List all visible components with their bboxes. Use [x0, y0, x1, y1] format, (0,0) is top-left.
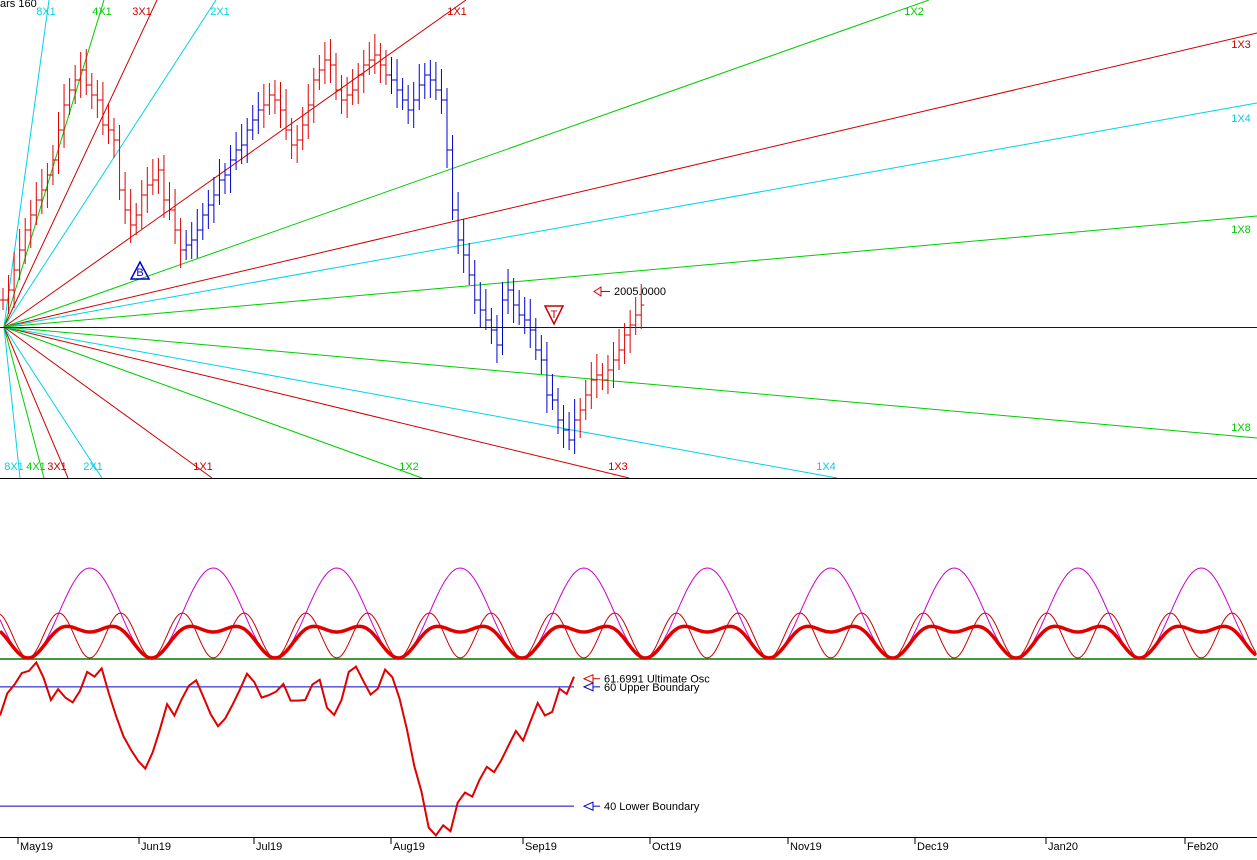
gann-label-upper: 8X1: [36, 6, 56, 18]
gann-angle-line-0: [3, 0, 50, 328]
gann-angle-line-6: [3, 32, 1257, 328]
gann-angle-line-4: [3, 0, 467, 328]
upper-boundary-label-text: 60 Upper Boundary: [604, 682, 700, 694]
x-tick-label: Feb20: [1187, 841, 1218, 853]
gann-angle-line-13: [3, 326, 213, 479]
oscillator-value-label-arrow: [582, 673, 594, 684]
gann-label-lower: 1X3: [608, 461, 628, 473]
gann-label-lower: 2X1: [83, 461, 103, 473]
ultimate-oscillator-line: [0, 660, 575, 837]
cycle-panel: [0, 567, 1257, 660]
gann-angle-line-14: [3, 326, 423, 479]
gann-label-lower: 1X4: [816, 461, 836, 473]
gann-angle-line-11: [3, 326, 69, 479]
gann-angle-line-9: [3, 326, 21, 479]
gann-angle-line-8: [3, 215, 1257, 328]
gann-label-lower: 1X1: [193, 461, 213, 473]
x-tick-label: Jul19: [256, 841, 282, 853]
x-tick-label: Oct19: [652, 841, 681, 853]
x-tick-label: Sep19: [525, 841, 557, 853]
price-bars: [0, 34, 645, 454]
x-tick-label: Dec19: [917, 841, 949, 853]
top-marker-triangle: [543, 305, 565, 326]
gann-angle-line-3: [3, 0, 217, 328]
upper-boundary-label-arrow: [582, 682, 594, 692]
header-fragment: ars 160: [0, 0, 37, 10]
buy-marker: B: [129, 260, 151, 280]
top-marker-label: T: [551, 309, 558, 321]
upper-boundary-label: 60 Upper Boundary: [582, 682, 700, 694]
lower-boundary-label: 40 Lower Boundary: [582, 801, 700, 813]
gann-angle-line-7: [3, 102, 1257, 328]
gann-angle-line-5: [3, 0, 930, 328]
gann-angle-line-1: [3, 0, 105, 328]
gann-label-lower: 4X1: [26, 461, 46, 473]
buy-marker-label: B: [136, 267, 143, 279]
gann-label-lower: 3X1: [47, 461, 67, 473]
cycle-line-composite: [0, 624, 1257, 660]
gann-label-upper: 3X1: [132, 6, 152, 18]
oscillator-value-label: 61.6991 Ultimate Osc: [582, 673, 710, 686]
gann-angle-line-16: [3, 326, 838, 479]
x-tick-label: Jan20: [1048, 841, 1078, 853]
gann-angle-line-10: [3, 326, 45, 479]
lower-boundary-label-text: 40 Lower Boundary: [604, 801, 700, 813]
gann-label-upper: 4X1: [92, 6, 112, 18]
x-tick-label: Jun19: [141, 841, 171, 853]
top-marker: T: [543, 305, 565, 326]
gann-label-upper: 1X3: [1231, 39, 1251, 51]
gann-label-lower: 1X2: [399, 461, 419, 473]
current-price-label: 2005.0000: [614, 286, 666, 298]
gann-label-upper: 1X4: [1231, 113, 1251, 125]
gann-label-upper: 1X8: [1231, 224, 1251, 236]
gann-label-lower: 8X1: [4, 461, 24, 473]
gann-angle-line-12: [3, 326, 103, 479]
gann-label-upper: 2X1: [210, 6, 230, 18]
gann-label-lower: 1X8: [1231, 422, 1251, 434]
price-annotations: B T 2005.0000: [129, 260, 666, 326]
gann-angle-line-2: [3, 0, 158, 328]
x-tick-label: May19: [20, 841, 53, 853]
gann-label-upper: 1X1: [447, 6, 467, 18]
price-arrow-head: [593, 286, 602, 297]
gann-label-upper: 1X2: [904, 6, 924, 18]
x-tick-label: Aug19: [393, 841, 425, 853]
oscillator-value-label-text: 61.6991 Ultimate Osc: [604, 674, 710, 686]
time-axis: May19 Jun19 Jul19 Aug19 Sep19 Oct19 Nov19 Dec19…: [0, 478, 1257, 853]
lower-boundary-label-arrow: [582, 801, 594, 811]
gann-angle-line-17: [3, 326, 1257, 439]
cycle-line-red: [0, 612, 1257, 659]
gann-angle-line-15: [3, 326, 630, 479]
x-tick-label: Nov19: [790, 841, 822, 853]
buy-marker-triangle: [129, 260, 151, 280]
